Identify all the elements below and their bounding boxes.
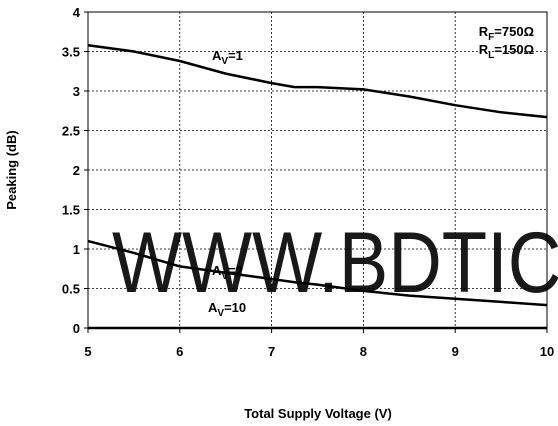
label-sub: F (488, 32, 494, 43)
y-tick-label: 1 (73, 242, 80, 257)
label-main: R (479, 24, 489, 39)
y-tick-label: 1.5 (62, 203, 80, 218)
watermark: WWW.BDTIC. (112, 215, 558, 311)
annotation: RL=150Ω (479, 42, 534, 61)
label-main: A (212, 48, 222, 63)
label-rest: =1 (228, 48, 243, 63)
annotation: AV=10 (208, 300, 246, 319)
x-tick-label: 9 (452, 344, 459, 359)
y-axis-label: Peaking (dB) (4, 130, 19, 209)
y-tick-label: 2 (73, 163, 80, 178)
label-main: A (208, 300, 218, 315)
label-sub: L (488, 50, 494, 61)
x-tick-label: 10 (540, 344, 554, 359)
y-tick-label: 3 (73, 84, 80, 99)
series-line (87, 43, 548, 119)
x-tick-label: 6 (176, 344, 183, 359)
label-rest: =750Ω (494, 24, 534, 39)
x-tick-label: 7 (268, 344, 275, 359)
y-tick-label: 3.5 (62, 45, 80, 60)
label-main: A (212, 263, 222, 278)
x-axis-label: Total Supply Voltage (V) (244, 406, 392, 421)
x-tick-label: 8 (360, 344, 367, 359)
series-line (87, 239, 548, 307)
y-tick-label: 2.5 (62, 124, 80, 139)
label-sub: V (221, 271, 228, 282)
x-tick-label: 5 (84, 344, 91, 359)
label-rest: =10 (224, 300, 246, 315)
y-tick-label: 4 (73, 5, 81, 20)
annotation: RF=750Ω (479, 24, 534, 43)
annotation: AV=1 (212, 48, 243, 67)
annotation: AV=2 (212, 263, 243, 282)
label-main: R (479, 42, 489, 57)
label-sub: V (221, 56, 228, 67)
y-tick-label: 0 (73, 321, 80, 336)
y-tick-label: 0.5 (62, 282, 80, 297)
label-rest: =150Ω (494, 42, 534, 57)
label-rest: =2 (228, 263, 243, 278)
label-sub: V (217, 308, 224, 319)
